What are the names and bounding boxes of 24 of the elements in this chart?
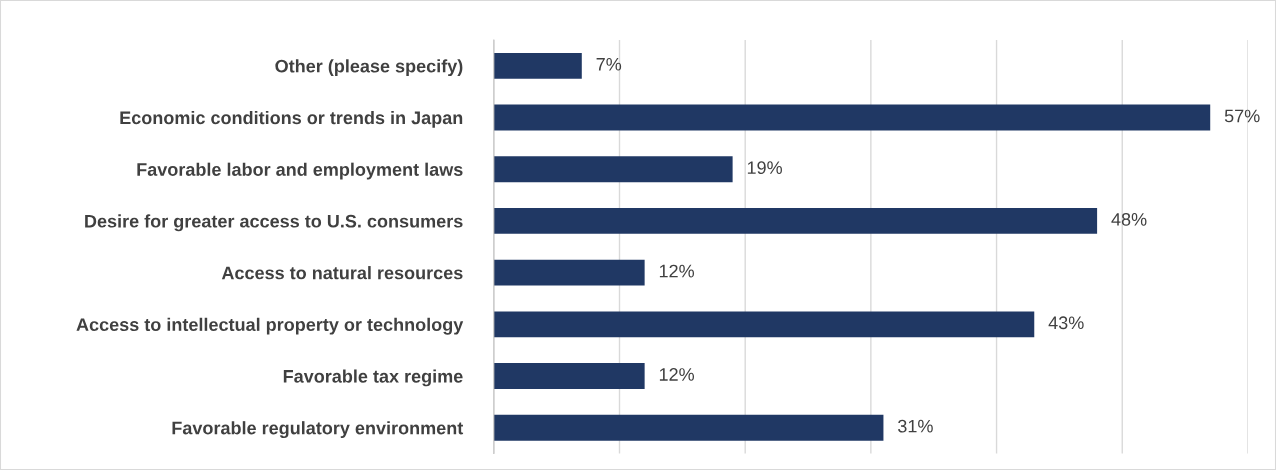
y-tick-label: Favorable tax regime <box>283 369 463 387</box>
data-label: 12% <box>659 264 695 278</box>
bar <box>493 156 733 183</box>
y-tick-label: Access to natural resources <box>221 266 463 280</box>
data-label: 48% <box>1111 212 1147 226</box>
data-label: 43% <box>1048 316 1084 330</box>
data-label: 12% <box>659 368 695 381</box>
y-tick-label: Access to intellectual property or technology <box>76 317 464 335</box>
bar <box>493 104 1211 131</box>
y-tick-label: Other (please specify) <box>275 59 463 77</box>
data-label: 31% <box>898 419 933 433</box>
bar <box>493 207 1098 234</box>
bar <box>493 414 884 441</box>
y-tick-label: Favorable labor and employment laws <box>137 162 463 180</box>
data-label: 19% <box>747 161 782 175</box>
bar <box>493 259 645 286</box>
bar <box>493 311 1035 338</box>
y-tick-label: Desire for greater access to U.S. consumers <box>85 214 463 232</box>
data-label: 7% <box>596 57 622 71</box>
y-tick-label: Economic conditions or trends in Japan <box>120 110 463 128</box>
bar <box>493 363 645 389</box>
data-label: 57% <box>1224 109 1260 123</box>
bar <box>493 52 582 79</box>
y-tick-label: Favorable regulatory environment <box>172 421 464 439</box>
